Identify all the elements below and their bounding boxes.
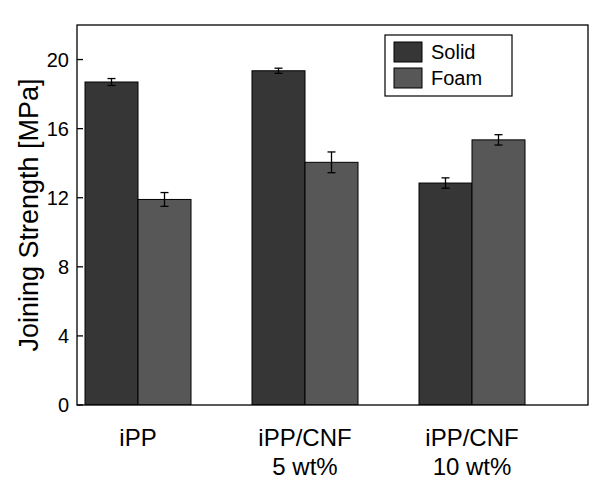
bar bbox=[419, 183, 472, 405]
y-tick bbox=[77, 404, 83, 405]
y-tick bbox=[77, 128, 83, 129]
y-tick bbox=[77, 266, 83, 267]
bar bbox=[305, 162, 358, 405]
y-tick-label: 20 bbox=[47, 49, 69, 71]
bar bbox=[138, 199, 191, 405]
error-cap bbox=[275, 73, 283, 74]
chart-svg: iPPiPP/CNF5 wt%iPP/CNF10 wt%048121620Joi… bbox=[0, 0, 592, 488]
error-line bbox=[331, 152, 332, 173]
error-cap bbox=[495, 144, 503, 145]
category-label-line: iPP/CNF bbox=[258, 424, 351, 451]
category-label: iPP bbox=[119, 424, 156, 451]
y-tick-label: 16 bbox=[47, 118, 69, 140]
error-cap bbox=[161, 206, 169, 207]
error-cap bbox=[108, 78, 116, 79]
chart-container: iPPiPP/CNF5 wt%iPP/CNF10 wt%048121620Joi… bbox=[0, 0, 592, 488]
category-label-line: iPP/CNF bbox=[425, 424, 518, 451]
error-cap bbox=[108, 85, 116, 86]
y-tick-label: 4 bbox=[58, 325, 69, 347]
legend-swatch bbox=[394, 42, 422, 62]
y-tick bbox=[77, 59, 83, 60]
y-tick-label: 8 bbox=[58, 256, 69, 278]
category-label: iPP/CNF5 wt% bbox=[258, 424, 351, 480]
legend-swatch bbox=[394, 68, 422, 88]
error-line bbox=[445, 178, 446, 188]
error-bar bbox=[328, 152, 336, 173]
y-tick bbox=[77, 197, 83, 198]
error-cap bbox=[275, 68, 283, 69]
bars bbox=[85, 68, 525, 405]
error-cap bbox=[328, 172, 336, 173]
legend-label: Foam bbox=[431, 67, 482, 89]
error-line bbox=[498, 135, 499, 145]
bar bbox=[85, 82, 138, 405]
error-bar bbox=[161, 193, 169, 207]
error-bar bbox=[495, 135, 503, 145]
error-line bbox=[111, 79, 112, 86]
error-bar bbox=[108, 79, 116, 86]
y-axis-label: Joining Strength [MPa] bbox=[14, 78, 44, 351]
category-label: iPP/CNF10 wt% bbox=[425, 424, 518, 480]
y-tick-label: 0 bbox=[58, 394, 69, 416]
error-line bbox=[278, 68, 279, 73]
y-tick-label: 12 bbox=[47, 187, 69, 209]
error-line bbox=[164, 193, 165, 207]
error-bar bbox=[442, 178, 450, 188]
error-cap bbox=[442, 177, 450, 178]
error-cap bbox=[495, 134, 503, 135]
error-cap bbox=[442, 188, 450, 189]
error-cap bbox=[161, 192, 169, 193]
error-cap bbox=[328, 151, 336, 152]
legend-box bbox=[385, 35, 512, 96]
category-label-line: 10 wt% bbox=[433, 453, 512, 480]
bar bbox=[252, 71, 305, 405]
category-label-line: iPP bbox=[119, 424, 156, 451]
error-bar bbox=[275, 68, 283, 73]
legend-label: Solid bbox=[431, 41, 475, 63]
plot-frame bbox=[77, 25, 588, 405]
y-tick bbox=[77, 335, 83, 336]
legend: Solid Foam bbox=[385, 35, 512, 96]
bar bbox=[472, 140, 525, 405]
category-label-line: 5 wt% bbox=[272, 453, 337, 480]
